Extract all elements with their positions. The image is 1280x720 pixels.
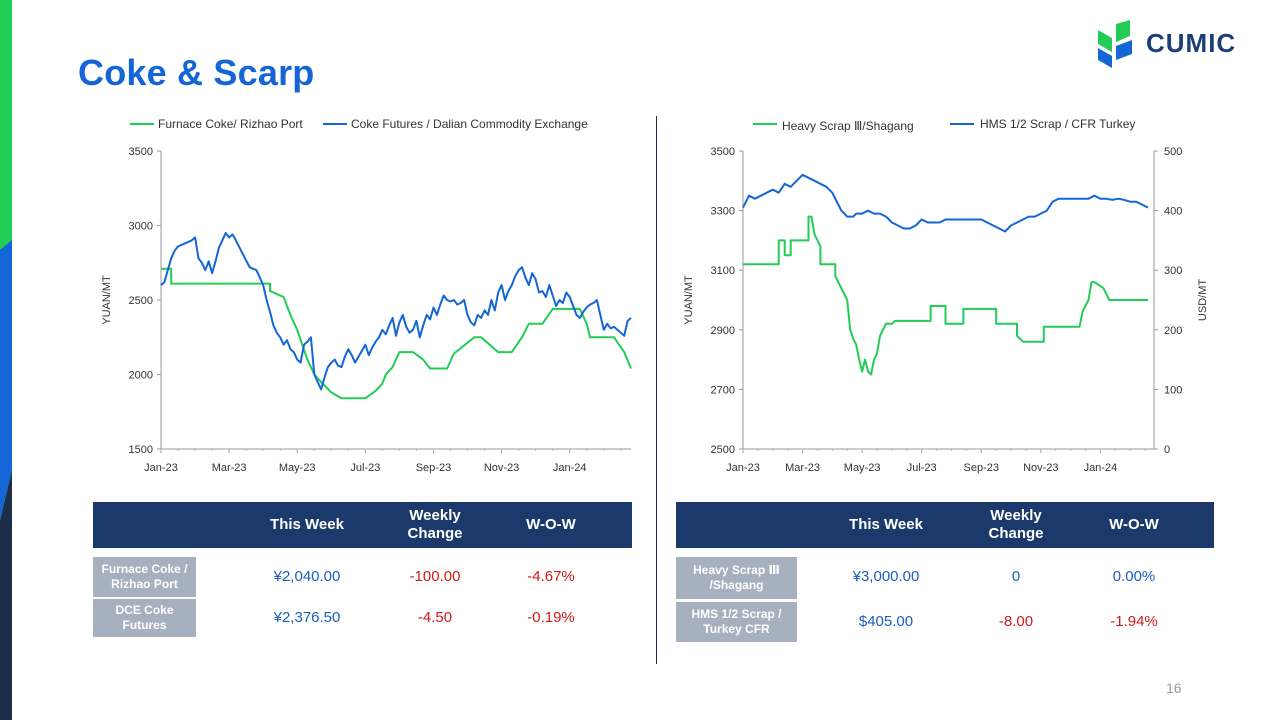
weekly-change-value: -100.00 [409,568,461,585]
logo-text: CUMIC [1146,28,1237,58]
y-tick-label: 3300 [711,206,735,218]
y-tick-label: 3000 [129,221,153,233]
wow-value: 0.00% [1112,568,1156,585]
vertical-divider [656,116,657,664]
this-week-value: ¥2,376.50 [273,609,341,626]
legend-label: HMS 1/2 Scrap / CFR Turkey [980,117,1135,131]
x-tick-label: Jul-23 [907,462,937,474]
company-logo: CUMIC [1096,20,1256,70]
row-label: Furnace Coke / Rizhao Port [93,557,196,597]
x-tick-label: Nov-23 [484,462,519,474]
this-week-value: $405.00 [858,613,914,630]
x-tick-label: May-23 [844,462,881,474]
x-tick-label: Jan-23 [726,462,760,474]
column-header: W-O-W [1109,516,1159,533]
y2-tick-label: 200 [1164,325,1182,337]
scrap-price-chart: 2500 2700 2900 3100 3300 3500 0 100 200 300 400 50… [683,117,1209,474]
table-header: This Week Weekly Change W-O-W [93,502,632,548]
column-header: Weekly Change [407,507,463,542]
column-header: This Week [270,516,344,533]
x-tick-label: May-23 [279,462,316,474]
y-tick-label: 1500 [129,444,153,456]
logo-mark-icon [1098,20,1132,68]
x-tick-label: Jan-24 [1084,462,1118,474]
y-tick-label: 3500 [711,146,735,158]
series-line-1 [743,215,1148,376]
wow-value: -1.94% [1110,613,1158,630]
y-tick-label: 2500 [129,295,153,307]
weekly-change-value: 0 [1011,568,1021,585]
this-week-value: ¥2,040.00 [273,568,341,585]
wow-value: -4.67% [527,568,575,585]
y-axis-title: YUAN/MT [101,275,113,325]
row-label: HMS 1/2 Scrap / Turkey CFR [676,602,797,642]
legend-label: Furnace Coke/ Rizhao Port [158,117,303,131]
column-header: W-O-W [526,516,576,533]
y-tick-label: 3100 [711,265,735,277]
scrap-price-chart-svg: 2500 2700 2900 3100 3300 3500 0 100 200 300 400 50… [683,117,1209,474]
x-tick-label: Mar-23 [212,462,247,474]
y2-tick-label: 0 [1164,444,1170,456]
page-title: Coke & Scarp [78,52,315,93]
x-tick-label: Nov-23 [1023,462,1058,474]
x-tick-label: Jul-23 [350,462,380,474]
x-tick-label: Sep-23 [416,462,451,474]
legend: Heavy Scrap Ⅲ/Shagang HMS 1/2 Scrap / CF… [753,117,1135,133]
y-tick-label: 2500 [711,444,735,456]
y2-tick-label: 100 [1164,384,1182,396]
series-line-2 [742,173,1149,233]
x-tick-label: Jan-24 [553,462,587,474]
x-tick-label: Jan-23 [144,462,178,474]
row-label: DCE Coke Futures [93,599,196,637]
y-tick-label: 2700 [711,384,735,396]
wow-value: -0.19% [527,609,575,626]
coke-price-chart: 1500 2000 2500 3000 3500 Jan-23 Mar-23 May-23 J… [0,0,660,485]
legend-label: Heavy Scrap Ⅲ/Shagang [782,119,914,133]
coke-price-table: This Week Weekly Change W-O-W Furnace Co… [93,502,633,642]
column-header: This Week [849,516,923,533]
weekly-change-value: -8.00 [998,613,1034,630]
series-line-2 [160,232,632,391]
this-week-value: ¥3,000.00 [852,568,920,585]
legend-label: Coke Futures / Dalian Commodity Exchange [351,117,588,131]
coke-price-chart-svg: 1500 2000 2500 3000 3500 Jan-23 Mar-23 May-23 J… [101,117,632,474]
y-axis-title: YUAN/MT [683,275,695,325]
decorative-edge-bar [0,0,12,720]
scrap-price-table: This Week Weekly Change W-O-W Heavy Scra… [676,502,1216,642]
y2-tick-label: 500 [1164,146,1182,158]
y-tick-label: 3500 [129,146,153,158]
y2-axis-title: USD/MT [1197,279,1209,321]
y2-tick-label: 400 [1164,206,1182,218]
y-tick-label: 2900 [711,325,735,337]
y2-tick-label: 300 [1164,265,1182,277]
column-header: Weekly Change [988,507,1044,542]
table-header: This Week Weekly Change W-O-W [676,502,1214,548]
weekly-change-value: -4.50 [417,609,453,626]
series-line-1 [161,267,632,400]
page-number: 16 [1166,680,1182,696]
legend: Furnace Coke/ Rizhao Port Coke Futures /… [130,117,588,131]
y-tick-label: 2000 [129,370,153,382]
row-label: Heavy Scrap Ⅲ /Shagang [676,557,797,599]
x-tick-label: Sep-23 [964,462,999,474]
x-tick-label: Mar-23 [785,462,820,474]
